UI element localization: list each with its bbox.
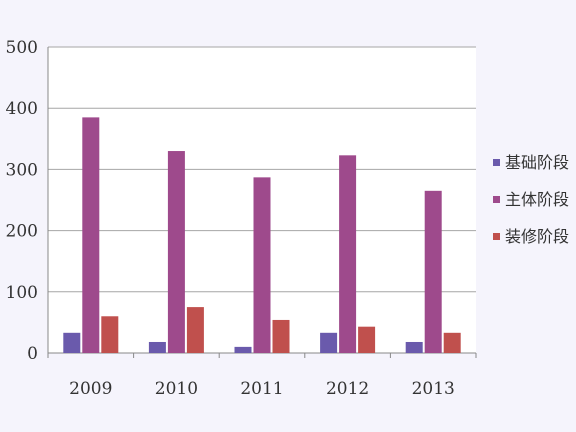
bar	[101, 316, 119, 353]
x-tick-label: 2010	[155, 379, 198, 399]
x-tick-label: 2013	[412, 379, 455, 399]
bar	[234, 346, 252, 353]
bar	[186, 307, 204, 353]
legend-swatch	[493, 196, 500, 203]
legend-swatch	[493, 159, 500, 166]
legend-swatch	[493, 233, 500, 240]
legend-label: 基础阶段	[505, 153, 569, 172]
y-tick-label: 400	[6, 99, 38, 119]
bar	[253, 177, 271, 353]
bar	[63, 332, 81, 353]
bar	[167, 151, 185, 353]
bar	[82, 117, 100, 353]
x-tick-label: 2009	[69, 379, 112, 399]
y-tick-label: 0	[27, 344, 38, 364]
bar	[339, 155, 357, 353]
y-tick-label: 100	[6, 283, 38, 303]
x-tick-label: 2011	[240, 379, 283, 399]
legend-label: 装修阶段	[505, 227, 569, 246]
bar	[405, 341, 423, 353]
bar	[320, 332, 338, 353]
y-axis-ticks: 0 100 200 300 400 500	[6, 38, 38, 364]
legend-label: 主体阶段	[505, 190, 569, 209]
bar	[443, 332, 461, 353]
bar	[272, 319, 290, 353]
x-tick-label: 2012	[326, 379, 369, 399]
y-tick-label: 500	[6, 38, 38, 58]
bar	[148, 341, 166, 353]
bar	[358, 326, 376, 353]
y-tick-label: 200	[6, 222, 38, 242]
bar	[424, 190, 442, 353]
x-axis-ticks: 2009 2010 2011 2012 2013	[69, 379, 455, 399]
bars	[63, 117, 461, 353]
y-tick-label: 300	[6, 160, 38, 180]
